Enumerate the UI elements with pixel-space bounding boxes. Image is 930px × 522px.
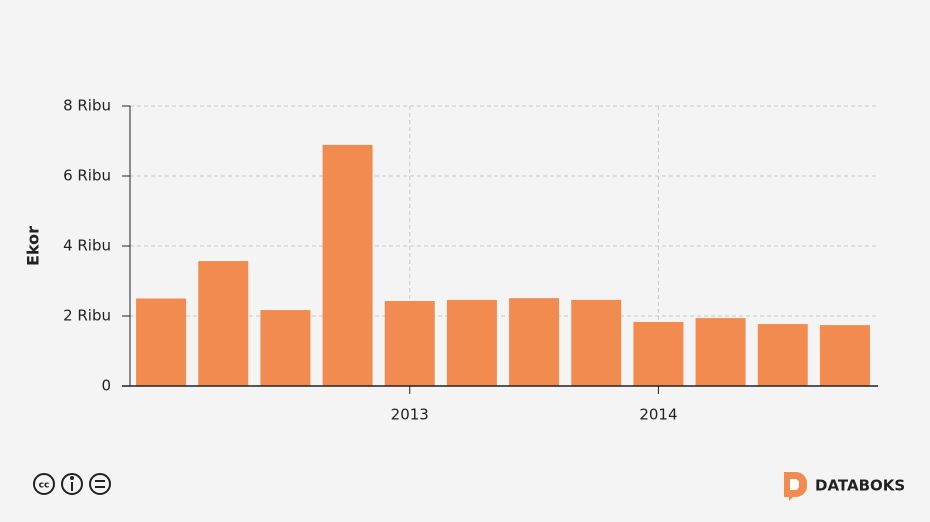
bar (509, 298, 560, 386)
brand-name: DATABOKS (815, 477, 905, 495)
y-axis-label: Ekor (24, 226, 43, 266)
bar (446, 299, 497, 386)
bar (633, 321, 684, 386)
y-tick-label: 4 Ribu (63, 237, 111, 255)
x-tick-label: 2013 (391, 406, 429, 424)
license-icons: cc (33, 473, 111, 495)
y-tick-label: 2 Ribu (63, 307, 111, 325)
bar (384, 300, 435, 386)
bar (695, 318, 746, 386)
bar (198, 261, 249, 386)
bar (260, 310, 311, 386)
y-tick-label: 0 (101, 377, 111, 395)
bar (819, 325, 870, 386)
bar (322, 144, 373, 386)
bar (571, 299, 622, 386)
y-tick-label: 8 Ribu (63, 97, 111, 115)
svg-text:cc: cc (39, 481, 50, 491)
x-tick-label: 2014 (639, 406, 677, 424)
brand-logo-inner (790, 479, 799, 490)
bar (136, 298, 187, 386)
bar (757, 324, 808, 386)
y-tick-label: 6 Ribu (63, 167, 111, 185)
